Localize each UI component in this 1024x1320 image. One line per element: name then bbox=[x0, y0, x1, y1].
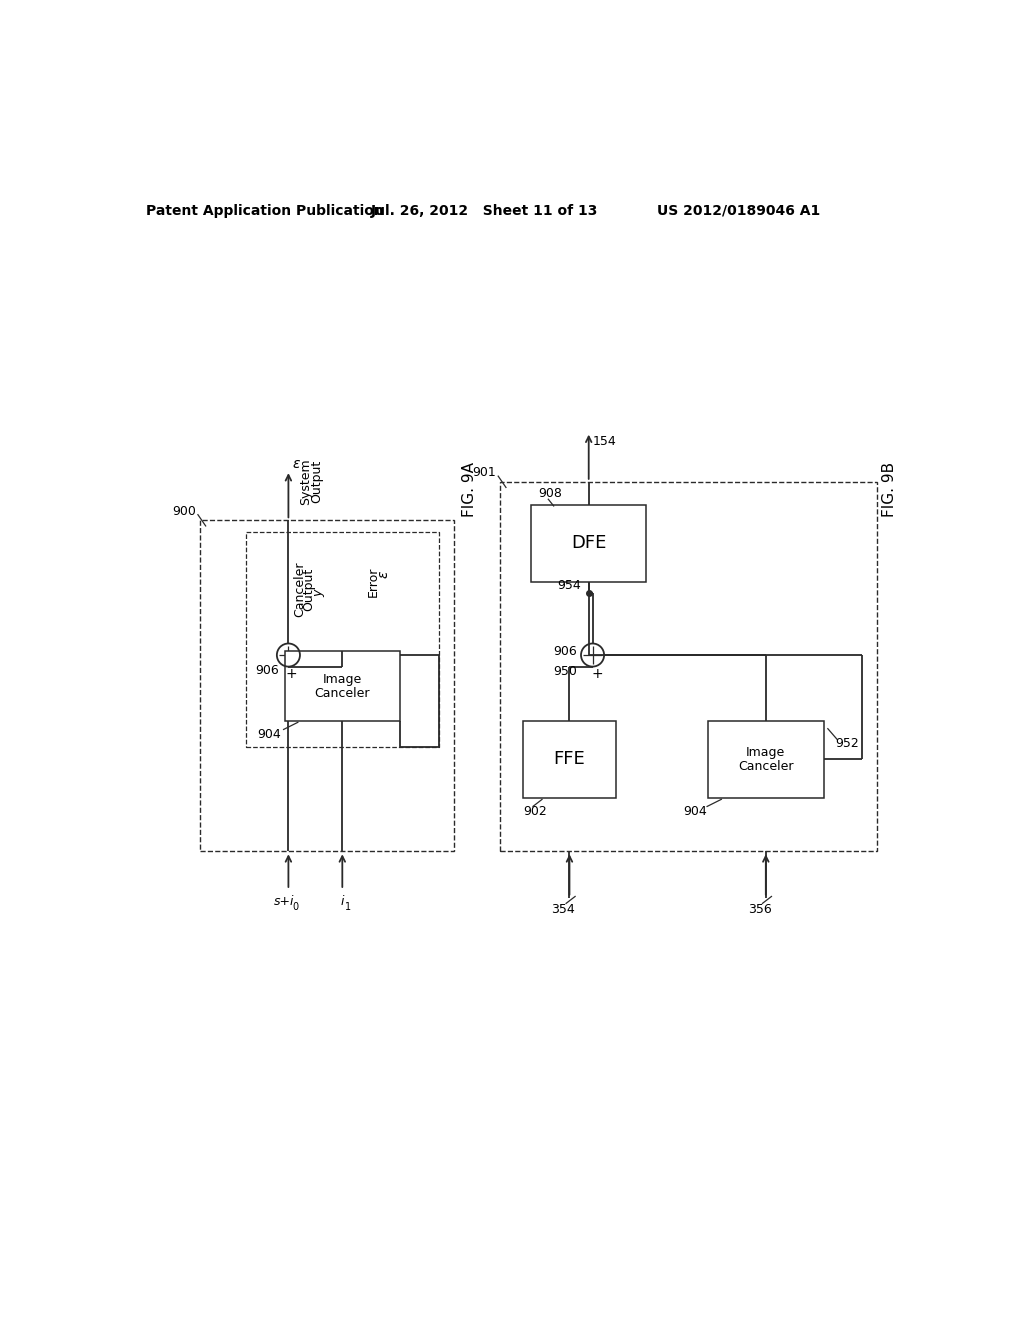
Text: Output: Output bbox=[303, 568, 315, 611]
Text: US 2012/0189046 A1: US 2012/0189046 A1 bbox=[657, 203, 820, 218]
Text: FIG. 9A: FIG. 9A bbox=[462, 462, 477, 517]
Text: FIG. 9B: FIG. 9B bbox=[882, 462, 896, 517]
Text: DFE: DFE bbox=[571, 535, 606, 552]
Text: 906: 906 bbox=[554, 644, 578, 657]
Text: Canceler: Canceler bbox=[314, 686, 370, 700]
Text: 154: 154 bbox=[592, 436, 616, 449]
Text: 356: 356 bbox=[748, 903, 771, 916]
Text: i: i bbox=[341, 895, 344, 908]
Text: +: + bbox=[286, 668, 297, 681]
Text: Error: Error bbox=[367, 566, 380, 597]
Text: 0: 0 bbox=[292, 902, 298, 912]
Text: 902: 902 bbox=[523, 805, 547, 818]
Text: 901: 901 bbox=[472, 466, 497, 479]
Text: 906: 906 bbox=[255, 664, 279, 677]
Text: Output: Output bbox=[310, 461, 324, 503]
Bar bbox=[531, 506, 646, 582]
Bar bbox=[523, 721, 615, 797]
Text: s+i: s+i bbox=[274, 895, 295, 908]
Text: 904: 904 bbox=[683, 805, 707, 818]
Text: 354: 354 bbox=[552, 903, 575, 916]
Text: 900: 900 bbox=[172, 504, 196, 517]
Bar bbox=[500, 482, 878, 851]
Bar bbox=[200, 520, 454, 851]
Bar bbox=[708, 721, 823, 797]
Text: y: y bbox=[312, 590, 326, 597]
Text: Jul. 26, 2012   Sheet 11 of 13: Jul. 26, 2012 Sheet 11 of 13 bbox=[371, 203, 598, 218]
Text: 954: 954 bbox=[558, 579, 582, 593]
Text: +: + bbox=[592, 668, 603, 681]
Text: 952: 952 bbox=[835, 737, 858, 750]
Text: ε: ε bbox=[293, 457, 300, 471]
Text: 1: 1 bbox=[345, 902, 351, 912]
Text: Canceler: Canceler bbox=[294, 562, 306, 618]
Text: Image: Image bbox=[746, 746, 785, 759]
Text: FFE: FFE bbox=[554, 750, 586, 768]
Bar bbox=[285, 651, 400, 721]
Bar bbox=[246, 532, 438, 747]
Text: System: System bbox=[299, 458, 312, 506]
Text: 908: 908 bbox=[539, 487, 562, 500]
Text: Canceler: Canceler bbox=[738, 760, 794, 774]
Text: Patent Application Publication: Patent Application Publication bbox=[146, 203, 384, 218]
Text: 904: 904 bbox=[257, 727, 281, 741]
Text: 950: 950 bbox=[554, 665, 578, 678]
Text: Image: Image bbox=[323, 673, 361, 686]
Text: ε: ε bbox=[376, 570, 390, 578]
